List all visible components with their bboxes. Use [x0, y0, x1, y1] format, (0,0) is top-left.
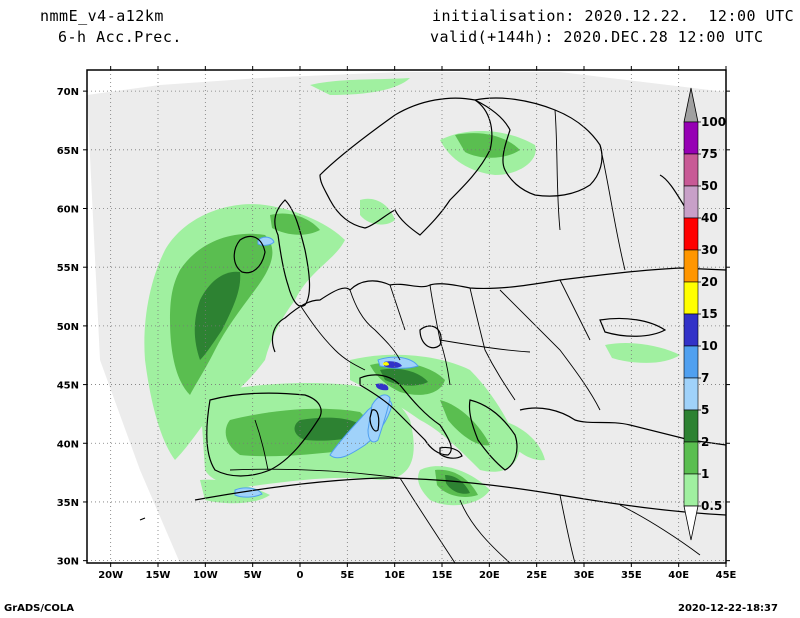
colorbar-label: 2 [701, 435, 709, 449]
lat-lon-grid [87, 70, 727, 563]
lon-label: 10E [384, 570, 405, 581]
colorbar-swatch [683, 313, 699, 347]
colorbar-label: 50 [701, 179, 718, 193]
lat-label: 50N [57, 322, 79, 333]
lon-label: 0 [297, 570, 304, 581]
colorbar-label: 1 [701, 467, 709, 481]
coastlines [139, 97, 726, 521]
lon-label: 25E [526, 570, 547, 581]
latitude-labels: 70N 65N 60N 55N 50N 45N 40N 35N 30N [57, 87, 79, 568]
colorbar-label: 20 [701, 275, 718, 289]
lon-label: 5E [340, 570, 354, 581]
valid-time: valid(+144h): 2020.DEC.28 12:00 UTC [430, 28, 764, 46]
colorbar-swatch [683, 409, 699, 443]
colorbar-swatch [683, 249, 699, 283]
colorbar-swatch [683, 473, 699, 507]
lat-label: 45N [57, 381, 79, 392]
colorbar-swatch [683, 377, 699, 411]
colorbar-label: 40 [701, 211, 718, 225]
lon-label: 5W [244, 570, 262, 581]
colorbar-swatch [683, 121, 699, 155]
lon-label: 30E [574, 570, 595, 581]
colorbar-swatch [683, 441, 699, 475]
axis-ticks [83, 66, 730, 567]
field-name: 6-h Acc.Prec. [58, 28, 182, 46]
plot-frame [86, 69, 727, 564]
lon-label: 10W [193, 570, 218, 581]
lat-label: 35N [57, 498, 79, 509]
country-borders [229, 109, 701, 563]
colorbar-label: 15 [701, 307, 718, 321]
lon-label: 20E [479, 570, 500, 581]
longitude-labels: 20W 15W 10W 5W 0 5E 10E 15E 20E 25E 30E 35E 40E 45E [98, 570, 736, 581]
colorbar-swatch [683, 281, 699, 315]
lat-label: 60N [57, 205, 79, 216]
lat-label: 30N [57, 557, 79, 568]
colorbar-label: 30 [701, 243, 718, 257]
render-timestamp: 2020-12-22-18:37 [678, 603, 778, 614]
colorbar-swatch [683, 345, 699, 379]
lon-label: 35E [621, 570, 642, 581]
colorbar-label: 5 [701, 403, 709, 417]
model-name: nmmE_v4-a12km [40, 7, 164, 25]
colorbar-swatch [683, 185, 699, 219]
init-time: initialisation: 2020.12.22. 12:00 UTC [432, 7, 795, 25]
lat-label: 40N [57, 439, 79, 450]
lat-label: 65N [57, 146, 79, 157]
colorbar-bottom-arrow [683, 505, 699, 541]
colorbar-swatch [683, 153, 699, 187]
colorbar-label: 100 [701, 115, 726, 129]
lat-label: 70N [57, 87, 79, 98]
lon-label: 15W [146, 570, 171, 581]
colorbar-label: 0.5 [701, 499, 722, 513]
colorbar-swatch [683, 217, 699, 251]
lat-label: 55N [57, 263, 79, 274]
lon-label: 40E [668, 570, 689, 581]
lon-label: 45E [716, 570, 737, 581]
colorbar-label: 75 [701, 147, 718, 161]
lon-label: 20W [98, 570, 123, 581]
software-credit: GrADS/COLA [4, 603, 74, 614]
lon-label: 15E [432, 570, 453, 581]
colorbar-label: 10 [701, 339, 718, 353]
colorbar-label: 7 [701, 371, 709, 385]
